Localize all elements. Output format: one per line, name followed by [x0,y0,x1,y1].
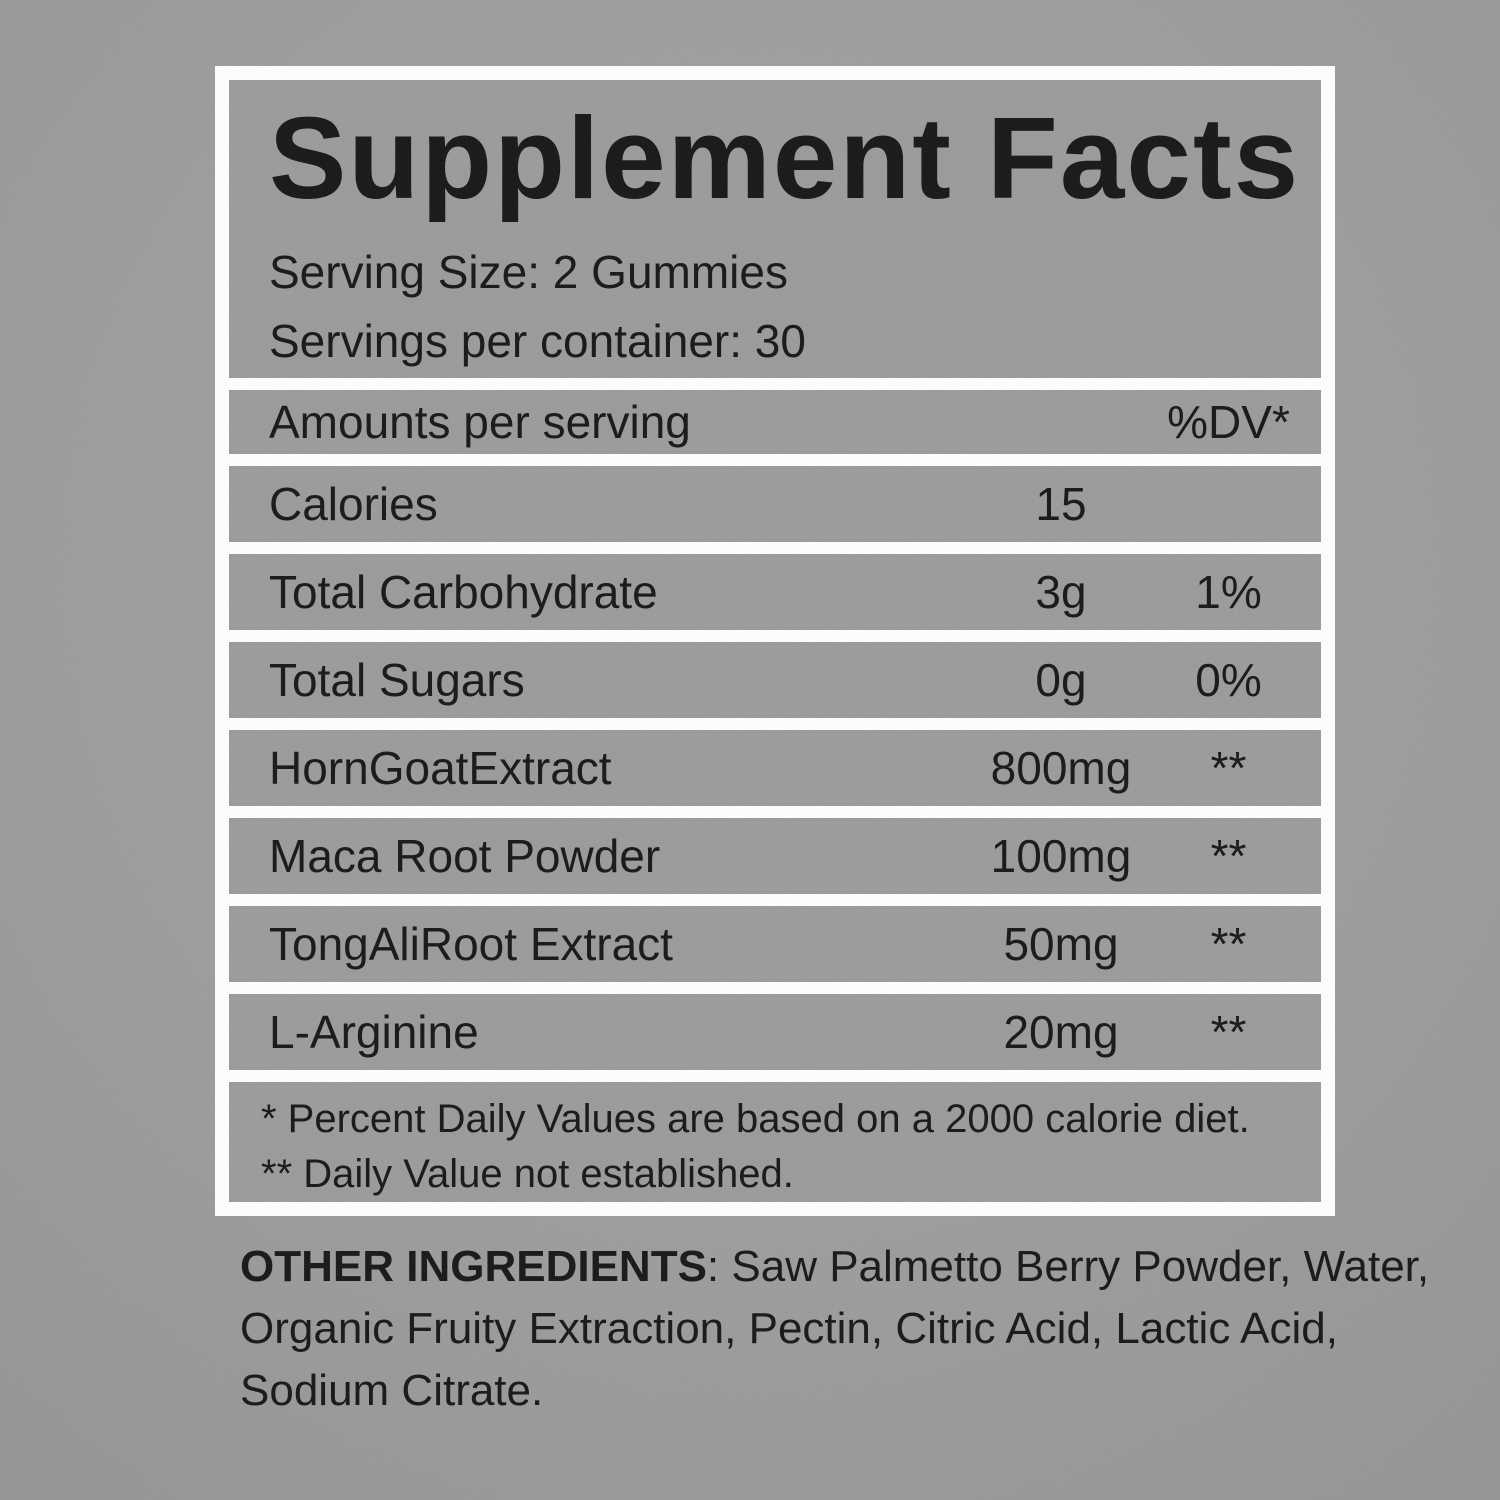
nutrient-dv: ** [1210,742,1247,794]
panel-header: Supplement Facts Serving Size: 2 Gummies… [229,80,1321,378]
supplement-facts-panel: Supplement Facts Serving Size: 2 Gummies… [215,66,1335,1216]
page-title: Supplement Facts [269,93,1301,223]
nutrient-label: TongAliRoot Extract [269,918,673,970]
amounts-per-serving-header: Amounts per serving [269,396,691,448]
nutrient-dv: ** [1210,1006,1247,1058]
footnotes: * Percent Daily Values are based on a 20… [229,1082,1321,1202]
nutrient-dv: 1% [1195,566,1262,618]
other-ingredients-label: OTHER INGREDIENTS [240,1242,707,1291]
nutrient-label: Calories [269,478,438,530]
row-tongali-root-extract: TongAliRoot Extract 50mg ** [229,906,1321,982]
serving-info: Serving Size: 2 Gummies Servings per con… [269,238,1301,376]
column-header-row: Amounts per serving %DV* [229,390,1321,454]
other-ingredients: OTHER INGREDIENTS: Saw Palmetto Berry Po… [240,1236,1430,1422]
nutrient-dv: 0% [1195,654,1262,706]
nutrient-amount: 800mg [990,742,1132,794]
serving-size: Serving Size: 2 Gummies [269,245,788,298]
percent-dv-header: %DV* [1167,396,1290,448]
nutrient-amount: 3g [1035,566,1087,618]
nutrient-amount: 100mg [990,830,1132,882]
nutrient-label: L-Arginine [269,1006,479,1058]
servings-per-container: Servings per container: 30 [269,314,806,367]
footnote-daily-values: * Percent Daily Values are based on a 20… [261,1097,1250,1141]
nutrient-amount: 20mg [1003,1006,1119,1058]
nutrient-label: HornGoatExtract [269,742,612,794]
nutrient-dv: ** [1210,918,1247,970]
nutrient-amount: 15 [1035,478,1087,530]
nutrient-amount: 50mg [1003,918,1119,970]
row-maca-root-powder: Maca Root Powder 100mg ** [229,818,1321,894]
footnote-dv-not-established: ** Daily Value not established. [261,1152,794,1196]
row-total-sugars: Total Sugars 0g 0% [229,642,1321,718]
nutrient-amount: 0g [1035,654,1087,706]
row-horn-goat-extract: HornGoatExtract 800mg ** [229,730,1321,806]
nutrient-dv: ** [1210,830,1247,882]
nutrient-label: Maca Root Powder [269,830,661,882]
row-calories: Calories 15 [229,466,1321,542]
row-l-arginine: L-Arginine 20mg ** [229,994,1321,1070]
nutrient-label: Total Carbohydrate [269,566,658,618]
nutrient-label: Total Sugars [269,654,525,706]
row-total-carbohydrate: Total Carbohydrate 3g 1% [229,554,1321,630]
